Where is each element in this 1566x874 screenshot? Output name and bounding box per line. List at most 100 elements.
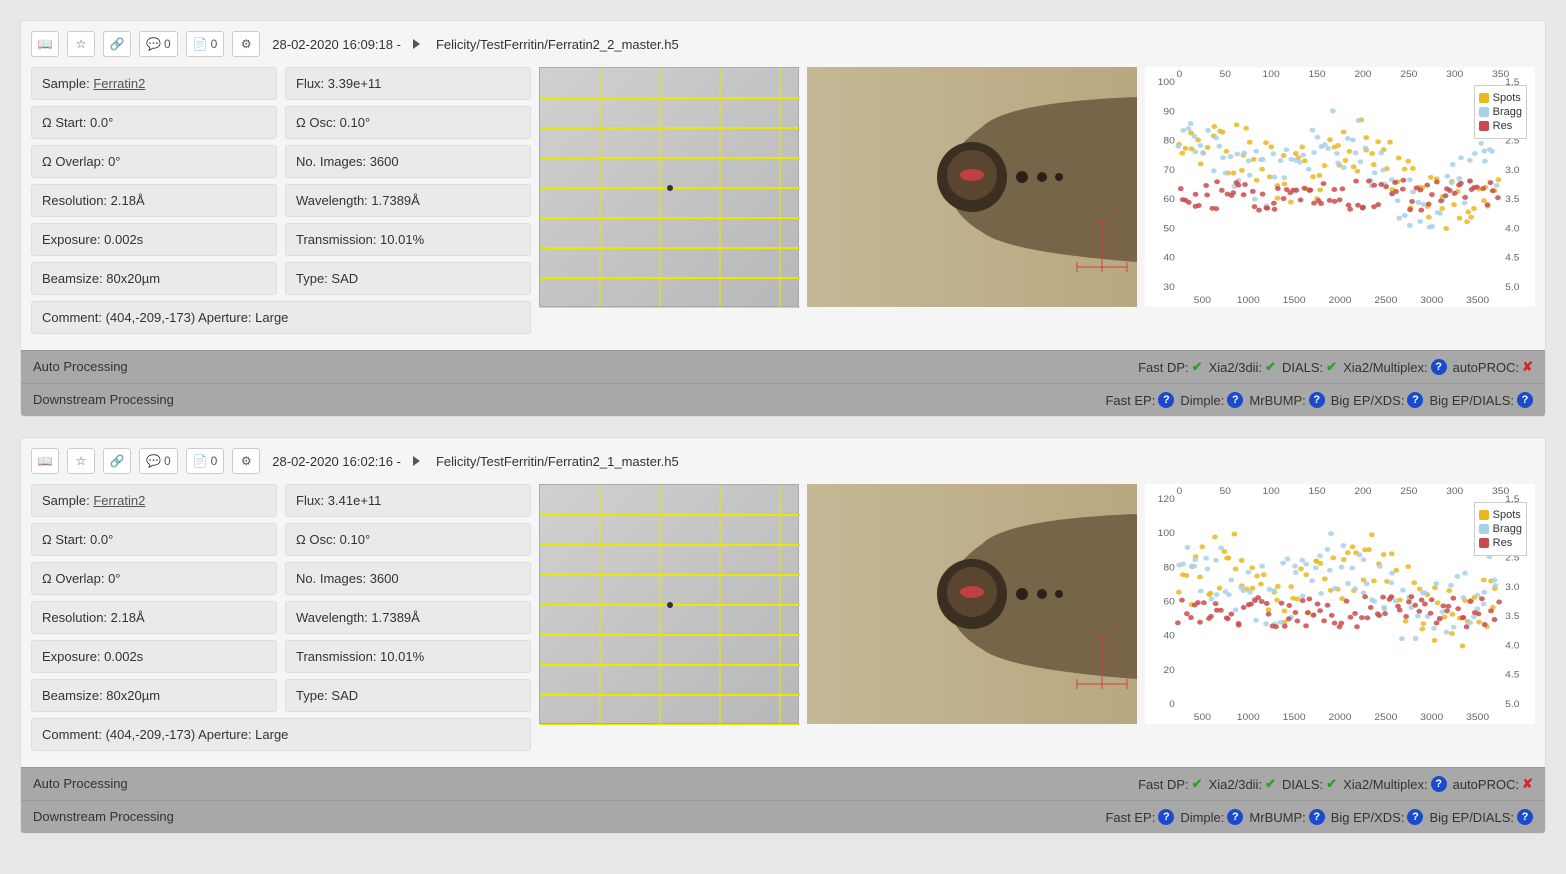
svg-text:250: 250 [1400,487,1417,497]
param-cell: Wavelength: 1.7389Å [285,601,531,634]
legend-item: Bragg [1479,523,1522,535]
svg-text:2000: 2000 [1329,296,1352,306]
status-item: autoPROC: ✘ [1453,776,1533,792]
status-item: Fast DP: ✔ [1138,776,1202,792]
downstream-processing-bar[interactable]: Downstream Processing Fast EP: ?Dimple: … [21,800,1545,833]
status-item: Big EP/XDS: ? [1331,809,1424,825]
timestamp: 28-02-2020 16:02:16 - [272,454,401,469]
svg-text:60: 60 [1163,195,1174,205]
status-item: Dimple: ? [1180,809,1243,825]
scatter-chart[interactable]: 0501001502002503003505001000150020002500… [1145,484,1535,724]
auto-processing-label: Auto Processing [33,776,128,792]
svg-text:3.0: 3.0 [1505,582,1519,592]
svg-text:150: 150 [1308,70,1325,80]
svg-text:3.0: 3.0 [1505,165,1519,175]
svg-text:500: 500 [1194,713,1211,723]
data-record: 📖 ☆ 🔗 💬0 📄0 ⚙ 28-02-2020 16:09:18 - Feli… [20,20,1546,417]
book-icon[interactable]: 📖 [31,31,59,57]
check-icon: ✔ [1192,359,1203,375]
svg-text:20: 20 [1163,665,1174,675]
auto-processing-bar[interactable]: Auto Processing Fast DP: ✔Xia2/3dii: ✔DI… [21,767,1545,800]
record-header: 📖 ☆ 🔗 💬0 📄0 ⚙ 28-02-2020 16:02:16 - Feli… [21,438,1545,484]
svg-text:30: 30 [1163,283,1174,293]
status-item: Xia2/3dii: ✔ [1209,776,1276,792]
parameters-panel: Sample: Ferratin2Flux: 3.39e+11Ω Start: … [31,67,531,340]
gear-icon[interactable]: ⚙ [232,31,260,57]
svg-text:2500: 2500 [1374,296,1397,306]
status-item: Fast DP: ✔ [1138,359,1202,375]
svg-text:300: 300 [1446,487,1463,497]
files-button[interactable]: 📄0 [186,448,225,474]
svg-text:300: 300 [1446,70,1463,80]
svg-text:4.0: 4.0 [1505,224,1519,234]
question-icon: ? [1158,392,1174,408]
svg-text:50: 50 [1163,224,1174,234]
auto-processing-bar[interactable]: Auto Processing Fast DP: ✔Xia2/3dii: ✔DI… [21,350,1545,383]
sample-link[interactable]: Ferratin2 [93,493,145,508]
file-count: 0 [211,454,218,468]
star-icon[interactable]: ☆ [67,31,95,57]
svg-text:200: 200 [1354,487,1371,497]
status-item: Xia2/Multiplex: ? [1343,359,1447,375]
svg-text:1000: 1000 [1237,296,1260,306]
link-icon[interactable]: 🔗 [103,31,131,57]
svg-text:40: 40 [1163,631,1174,641]
auto-processing-label: Auto Processing [33,359,128,375]
book-icon[interactable]: 📖 [31,448,59,474]
svg-text:2000: 2000 [1329,713,1352,723]
gear-icon[interactable]: ⚙ [232,448,260,474]
status-item: autoPROC: ✘ [1453,359,1533,375]
svg-text:500: 500 [1194,296,1211,306]
param-cell: Beamsize: 80x20µm [31,262,277,295]
svg-text:60: 60 [1163,597,1174,607]
comments-button[interactable]: 💬0 [139,31,178,57]
svg-text:3500: 3500 [1466,713,1489,723]
star-icon[interactable]: ☆ [67,448,95,474]
param-cell: Type: SAD [285,679,531,712]
detector-image[interactable] [539,484,799,724]
scatter-chart[interactable]: 0501001502002503003505001000150020002500… [1145,67,1535,307]
svg-text:1500: 1500 [1283,296,1306,306]
sample-link[interactable]: Ferratin2 [93,76,145,91]
status-item: Dimple: ? [1180,392,1243,408]
play-icon [413,456,420,466]
files-button[interactable]: 📄0 [186,31,225,57]
downstream-processing-bar[interactable]: Downstream Processing Fast EP: ?Dimple: … [21,383,1545,416]
check-icon: ✔ [1265,776,1276,792]
question-icon: ? [1517,809,1533,825]
crystal-image[interactable] [807,67,1137,307]
svg-text:80: 80 [1163,563,1174,573]
svg-text:3.5: 3.5 [1505,612,1519,622]
svg-text:4.5: 4.5 [1505,253,1519,263]
file-path[interactable]: Felicity/TestFerritin/Ferratin2_2_master… [436,37,679,52]
svg-text:50: 50 [1220,70,1231,80]
svg-text:100: 100 [1158,78,1175,88]
comments-button[interactable]: 💬0 [139,448,178,474]
svg-text:0: 0 [1177,70,1183,80]
file-path[interactable]: Felicity/TestFerritin/Ferratin2_1_master… [436,454,679,469]
comment-count: 0 [164,454,171,468]
link-icon[interactable]: 🔗 [103,448,131,474]
timestamp: 28-02-2020 16:09:18 - [272,37,401,52]
crystal-image[interactable] [807,484,1137,724]
check-icon: ✔ [1326,359,1337,375]
question-icon: ? [1309,809,1325,825]
svg-text:200: 200 [1354,70,1371,80]
record-header: 📖 ☆ 🔗 💬0 📄0 ⚙ 28-02-2020 16:09:18 - Feli… [21,21,1545,67]
check-icon: ✔ [1326,776,1337,792]
param-cell: Flux: 3.41e+11 [285,484,531,517]
detector-image[interactable] [539,67,799,307]
question-icon: ? [1431,776,1447,792]
downstream-processing-label: Downstream Processing [33,809,174,825]
chart-legend: SpotsBraggRes [1474,502,1527,556]
status-item: Big EP/DIALS: ? [1429,392,1533,408]
param-cell: Ω Osc: 0.10° [285,106,531,139]
param-cell: Resolution: 2.18Å [31,184,277,217]
play-icon [413,39,420,49]
question-icon: ? [1431,359,1447,375]
downstream-processing-label: Downstream Processing [33,392,174,408]
svg-text:0: 0 [1169,700,1175,710]
svg-text:100: 100 [1263,70,1280,80]
svg-text:150: 150 [1308,487,1325,497]
svg-text:100: 100 [1263,487,1280,497]
